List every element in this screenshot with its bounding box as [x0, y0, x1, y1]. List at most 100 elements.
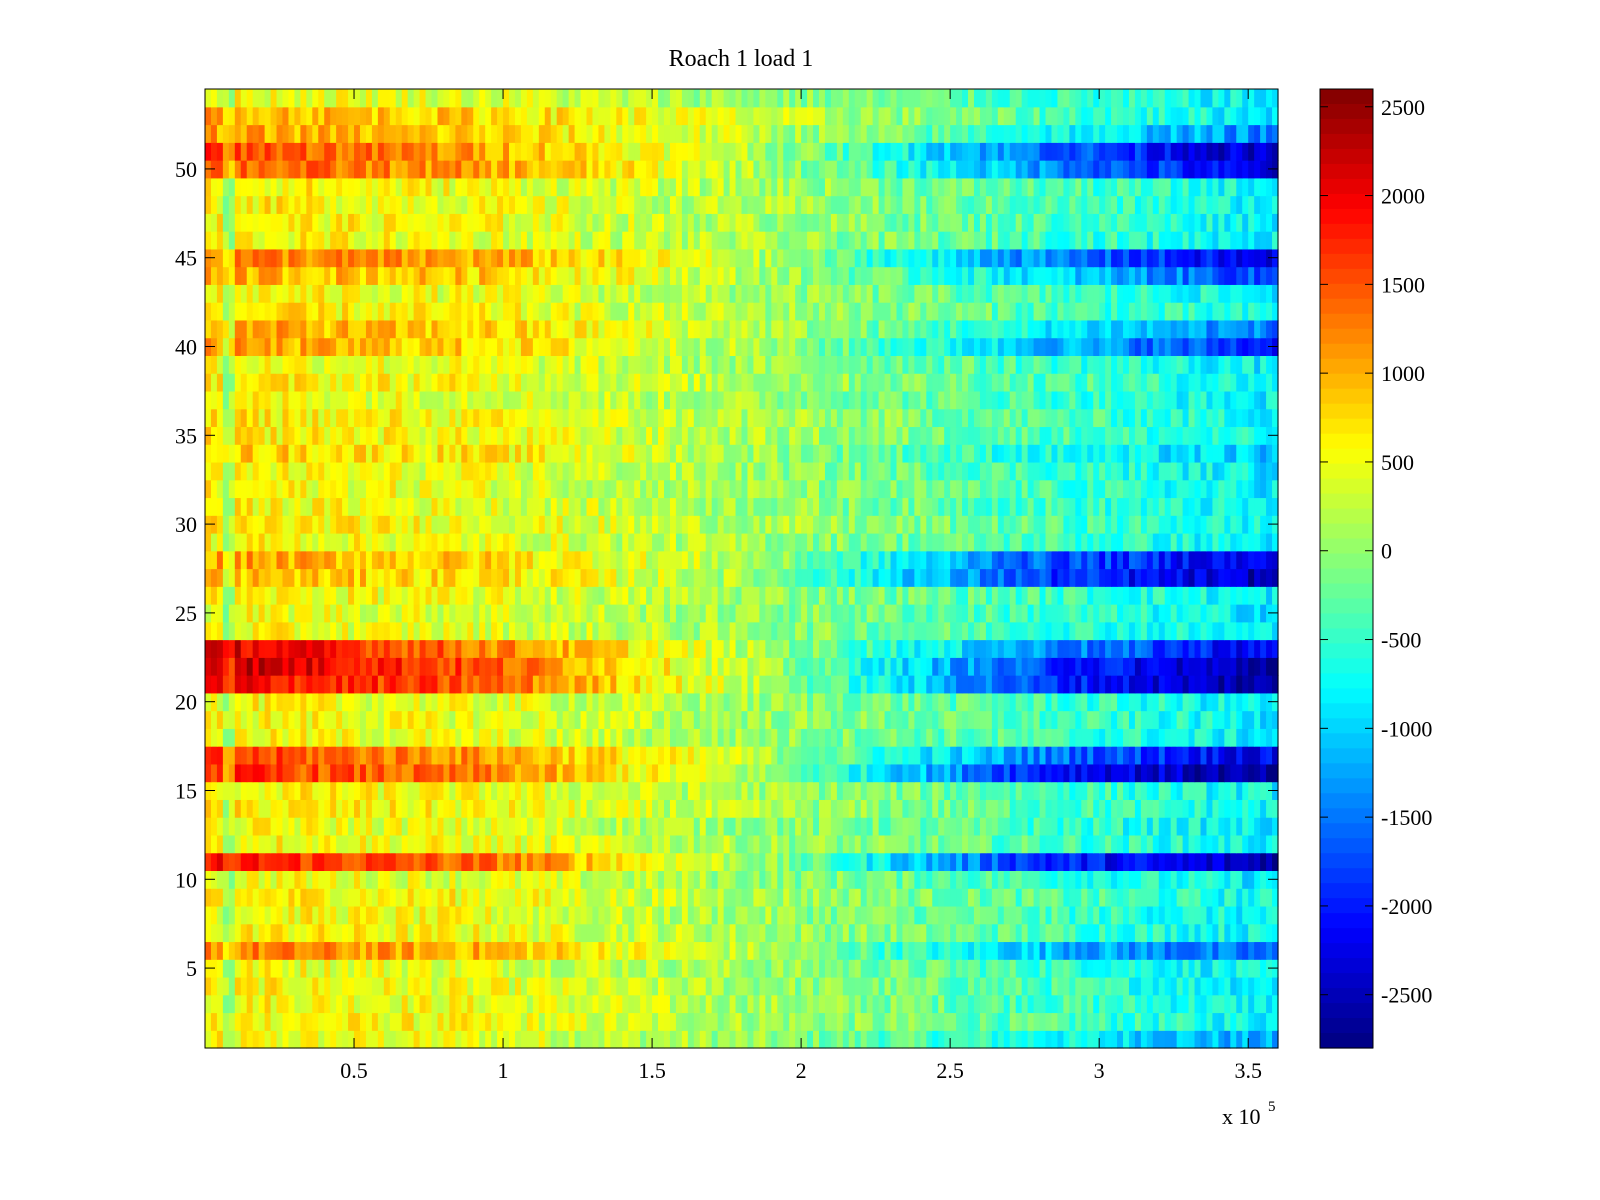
heat-cell — [1266, 621, 1273, 641]
heat-cell — [1099, 1030, 1106, 1049]
heat-cell — [723, 994, 731, 1014]
heat-cell — [664, 781, 671, 800]
heat-cell — [622, 817, 629, 836]
heat-cell — [389, 710, 397, 729]
heat-cell — [640, 746, 647, 765]
heat-cell — [1272, 621, 1279, 641]
heat-cell — [836, 905, 844, 925]
heat-cell — [836, 692, 844, 712]
heat-cell — [1015, 799, 1023, 818]
heat-cell — [610, 852, 617, 872]
heat-cell — [514, 834, 522, 854]
heat-cell — [687, 817, 695, 836]
heat-cell — [979, 639, 987, 658]
heat-cell — [1075, 692, 1082, 712]
heat-cell — [926, 586, 933, 605]
heat-cell — [938, 586, 945, 605]
heat-cell — [1272, 586, 1279, 605]
heat-cell — [282, 941, 290, 960]
heat-cell — [830, 763, 838, 783]
heat-cell — [574, 870, 582, 889]
heat-cell — [1015, 657, 1023, 676]
heat-cell — [1099, 621, 1106, 641]
heat-cell — [336, 959, 343, 978]
heat-cell — [771, 1030, 778, 1049]
heat-cell — [1182, 604, 1190, 623]
heat-cell — [425, 692, 433, 712]
heat-cell — [586, 675, 594, 694]
heat-cell — [753, 923, 760, 943]
heat-cell — [1063, 728, 1070, 747]
heat-cell — [497, 834, 504, 854]
heat-cell — [801, 1030, 808, 1049]
heat-cell — [473, 550, 480, 570]
heat-cell — [818, 692, 826, 712]
heat-cell — [604, 959, 611, 978]
heat-cell — [1236, 799, 1243, 818]
heat-cell — [693, 994, 701, 1014]
heat-cell — [944, 1012, 951, 1031]
heat-cell — [407, 728, 415, 747]
heat-cell — [526, 834, 534, 854]
heat-cell — [348, 746, 355, 765]
heat-cell — [443, 763, 450, 783]
heat-cell — [282, 710, 290, 729]
heat-cell — [222, 621, 230, 641]
heat-cell — [777, 586, 784, 605]
heat-cell — [306, 941, 313, 960]
heat-cell — [759, 550, 766, 570]
heat-cell — [395, 905, 403, 925]
heat-cell — [306, 586, 313, 605]
heat-cell — [371, 639, 379, 658]
heat-cell — [580, 817, 588, 836]
heat-cell — [926, 799, 933, 818]
heat-cell — [723, 941, 731, 960]
heat-cell — [830, 834, 838, 854]
heat-cell — [962, 550, 969, 570]
heat-cell — [348, 586, 355, 605]
heat-cell — [699, 959, 707, 978]
heat-cell — [228, 586, 236, 605]
heat-cell — [962, 976, 969, 996]
heat-cell — [991, 657, 999, 676]
heat-cell — [1224, 834, 1231, 854]
heat-cell — [342, 657, 349, 676]
heat-cell — [443, 976, 450, 996]
heat-cell — [1021, 799, 1029, 818]
heat-cell — [1176, 817, 1184, 836]
heat-cell — [401, 834, 409, 854]
heat-cell — [1182, 994, 1190, 1014]
heat-cell — [449, 834, 456, 854]
heat-cell — [497, 621, 504, 641]
heat-cell — [246, 888, 254, 907]
heat-cell — [658, 905, 665, 925]
heat-cell — [634, 781, 641, 800]
heat-cell — [914, 728, 921, 747]
heat-cell — [598, 923, 605, 943]
heat-cell — [1206, 710, 1214, 729]
heat-cell — [330, 675, 337, 694]
heat-cell — [705, 746, 713, 765]
heat-cell — [365, 852, 373, 872]
heat-cell — [1272, 675, 1279, 694]
heat-cell — [1236, 905, 1243, 925]
heat-cell — [580, 888, 588, 907]
heat-cell — [330, 728, 337, 747]
heat-cell — [979, 550, 987, 570]
heat-cell — [753, 834, 760, 854]
heat-cell — [741, 1030, 749, 1049]
heat-cell — [634, 675, 641, 694]
heat-cell — [1224, 1012, 1231, 1031]
heat-cell — [1200, 941, 1208, 960]
heat-cell — [1176, 728, 1184, 747]
heat-cell — [276, 746, 284, 765]
heat-cell — [1003, 817, 1011, 836]
heat-cell — [437, 905, 445, 925]
heat-cell — [669, 604, 677, 623]
heat-cell — [1099, 675, 1106, 694]
heat-cell — [664, 692, 671, 712]
heat-cell — [771, 710, 778, 729]
heat-cell — [1123, 799, 1130, 818]
heat-cell — [1176, 781, 1184, 800]
heat-cell — [926, 1012, 933, 1031]
